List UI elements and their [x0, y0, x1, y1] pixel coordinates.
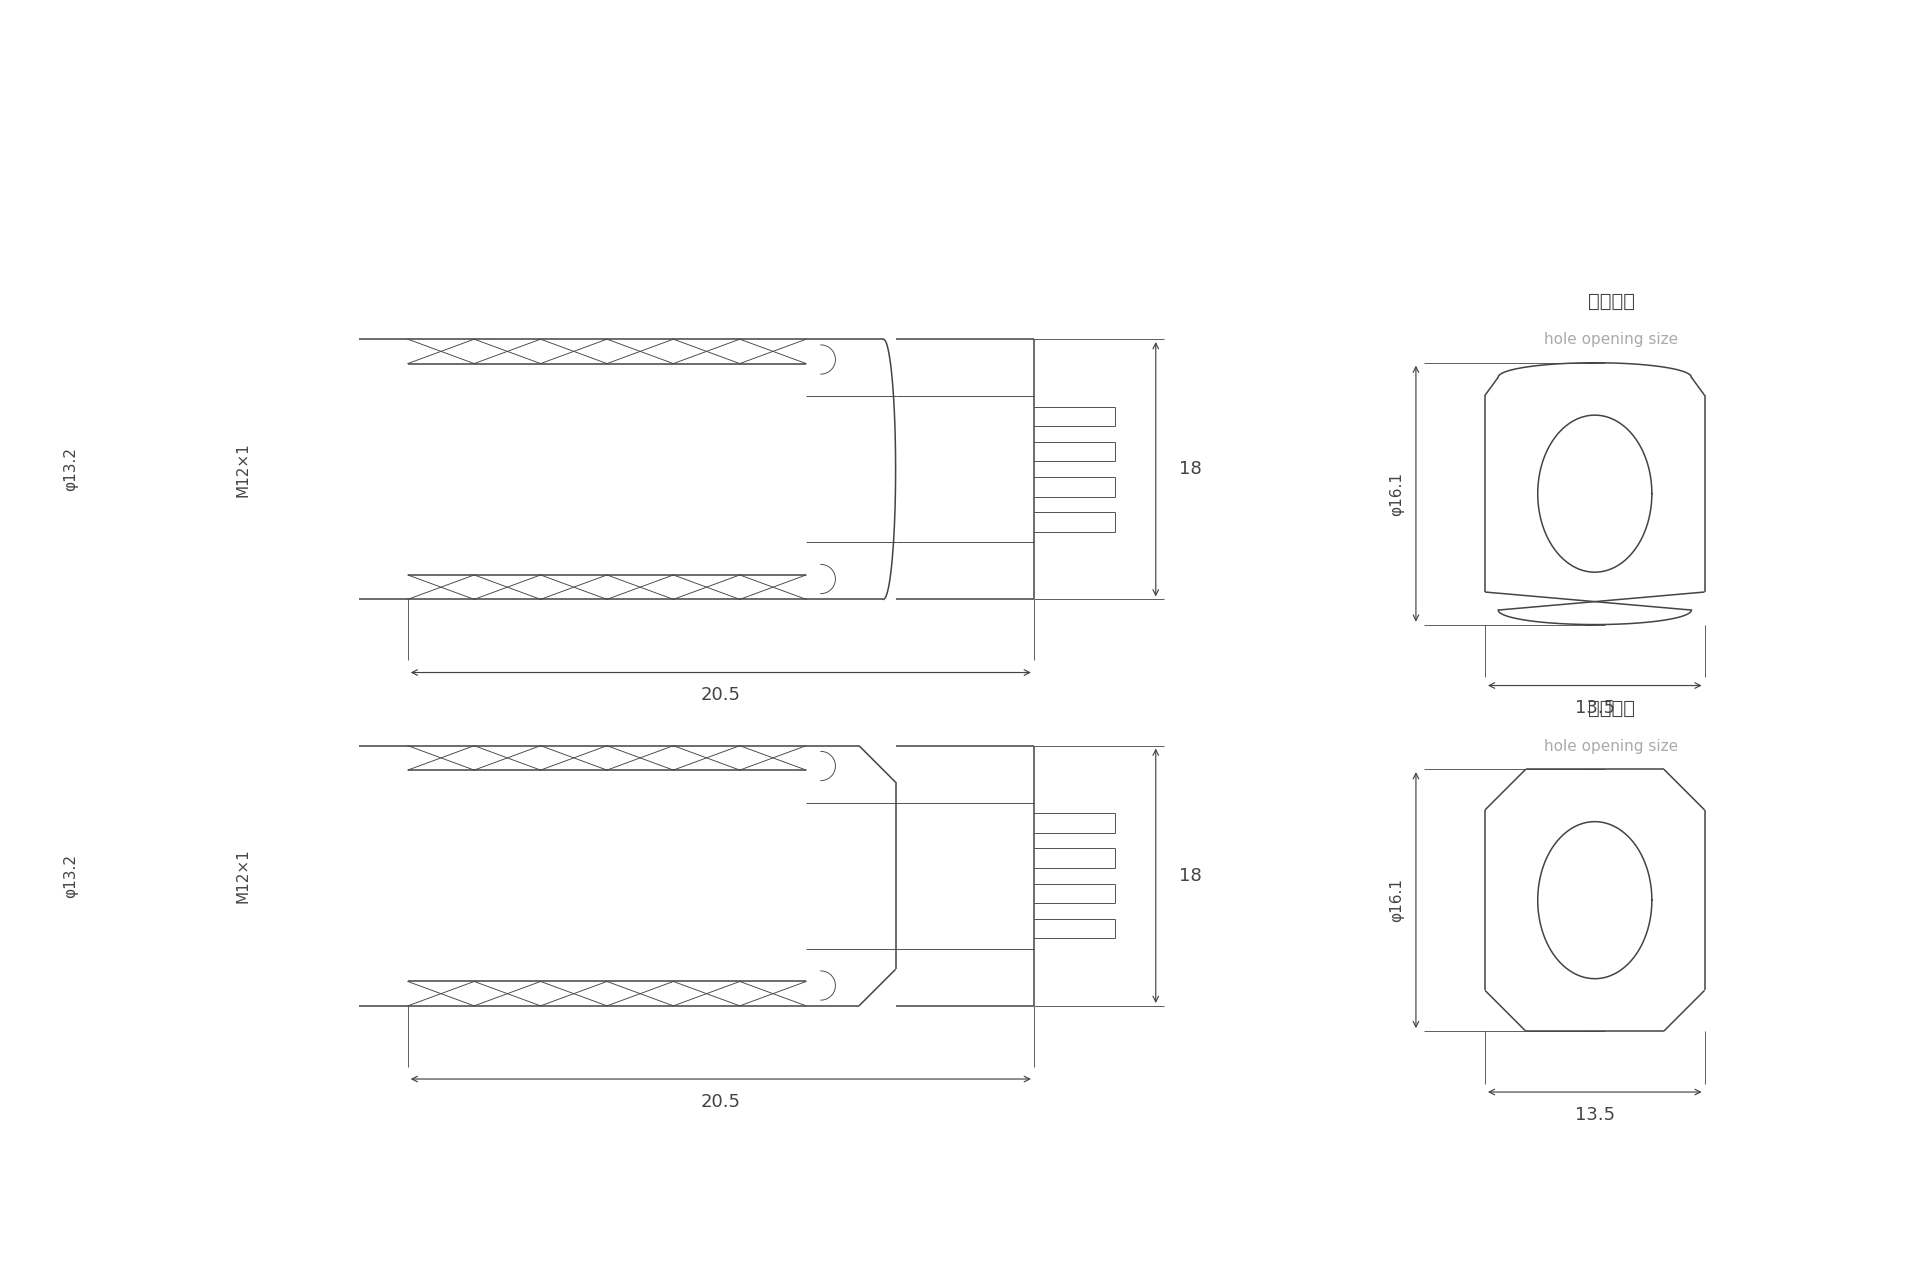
- Text: 开孔尺寸: 开孔尺寸: [1588, 292, 1634, 311]
- Text: M12×1: M12×1: [236, 849, 250, 904]
- Text: 20.5: 20.5: [701, 1093, 741, 1111]
- Text: 开孔尺寸: 开孔尺寸: [1588, 699, 1634, 718]
- Text: φ13.2: φ13.2: [63, 854, 79, 897]
- Text: M12×1: M12×1: [236, 442, 250, 497]
- Text: φ16.1: φ16.1: [1388, 471, 1404, 516]
- Text: 18: 18: [1179, 461, 1202, 479]
- Text: hole opening size: hole opening size: [1544, 739, 1678, 754]
- Text: 13.5: 13.5: [1574, 699, 1615, 717]
- Text: hole opening size: hole opening size: [1544, 333, 1678, 347]
- Text: φ13.2: φ13.2: [63, 447, 79, 492]
- Text: 20.5: 20.5: [701, 686, 741, 704]
- Text: 13.5: 13.5: [1574, 1106, 1615, 1124]
- Text: 18: 18: [1179, 867, 1202, 884]
- Text: φ16.1: φ16.1: [1388, 878, 1404, 922]
